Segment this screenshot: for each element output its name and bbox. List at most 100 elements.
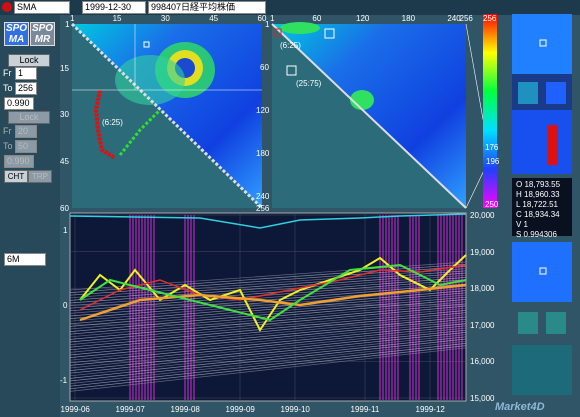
- colorbar-label: 176: [485, 143, 499, 152]
- thumb: [518, 312, 538, 334]
- top-tick-label: 60: [257, 14, 267, 23]
- thumb: [546, 82, 566, 104]
- label: MA: [8, 34, 25, 45]
- date-field[interactable]: 1999-12-30: [82, 1, 146, 14]
- thumb: [512, 110, 572, 174]
- date-label: 1999-09: [225, 405, 255, 414]
- colorbar-label: 250: [485, 200, 499, 209]
- ma-line: [69, 338, 467, 382]
- red-curve: [93, 89, 117, 160]
- ma-line: [69, 345, 467, 390]
- tab[interactable]: TRP: [28, 170, 52, 183]
- close-button[interactable]: [2, 2, 12, 12]
- thumb: [512, 345, 572, 395]
- ma-line: [69, 336, 467, 379]
- ma-line: [69, 327, 467, 369]
- ratio-input[interactable]: 0.990: [4, 97, 34, 110]
- date-label: 1999-07: [115, 405, 145, 414]
- info-line: S 0.994306: [516, 230, 557, 239]
- fr-label: Fr: [3, 126, 12, 136]
- ma-line: [69, 307, 467, 345]
- spo-ma-button[interactable]: SPO MA: [4, 22, 29, 46]
- left-tick-label: -1: [60, 376, 68, 385]
- ma-line: [69, 288, 467, 322]
- ma-line: [69, 292, 467, 327]
- top-tick-label: 240: [447, 14, 461, 23]
- left-tick-label: 60: [60, 204, 69, 213]
- colorbar-label: 196: [486, 157, 500, 166]
- ratio-input[interactable]: 0.990: [4, 155, 34, 168]
- cursor-box: [324, 28, 335, 39]
- yellow-line: [79, 254, 467, 332]
- fr-input[interactable]: 1: [15, 67, 37, 80]
- cursor-box: [273, 28, 282, 37]
- ma-line: [69, 294, 467, 330]
- ma-line: [69, 281, 467, 314]
- color-bar: [483, 14, 497, 208]
- fr-label: Fr: [3, 68, 12, 78]
- to-input[interactable]: 256: [15, 82, 37, 95]
- cyan-line: [69, 213, 467, 229]
- ma-line: [69, 316, 467, 356]
- to-input[interactable]: 50: [15, 140, 37, 153]
- heat-blob: [280, 22, 320, 34]
- info-line: O 18,793.55: [516, 180, 561, 189]
- red-line: [79, 264, 467, 311]
- ma-line: [69, 334, 467, 377]
- left-tick-label: 60: [260, 62, 269, 72]
- to-label: To: [3, 141, 13, 151]
- fr-input[interactable]: 20: [15, 125, 37, 138]
- annotation: (6:25): [280, 41, 301, 50]
- ma-line: [69, 296, 467, 332]
- spo-mr-button[interactable]: SPO MR: [30, 22, 55, 46]
- green-line: [79, 263, 467, 322]
- annotation: (6:25): [102, 118, 123, 127]
- annotation: (25:75): [296, 79, 322, 88]
- left-tick-label: 180: [256, 149, 270, 159]
- ma-line: [69, 290, 467, 325]
- brand: Market4D: [495, 401, 545, 413]
- date-label: 1999-11: [350, 405, 380, 414]
- ma-line: [69, 277, 467, 309]
- date-label: 1999-10: [280, 405, 310, 414]
- left-tick-label: 1: [65, 20, 70, 29]
- ma-line: [69, 303, 467, 340]
- left-tick-label: 256: [256, 204, 270, 213]
- tab[interactable]: CHT: [4, 170, 28, 183]
- cursor-box: [143, 41, 150, 48]
- left-tick-label: 240: [256, 192, 270, 202]
- mode-select[interactable]: SMA: [14, 1, 70, 14]
- left-tick-label: 1: [63, 226, 68, 235]
- ma-line: [69, 329, 467, 371]
- label: SPO: [5, 23, 28, 34]
- cursor-box: [286, 65, 297, 76]
- ma-line: [69, 272, 467, 304]
- right-tick-label: 19,000: [470, 247, 495, 257]
- left-tick-label: 30: [60, 110, 69, 120]
- top-tick-label: 120: [356, 14, 370, 23]
- ma-line: [69, 340, 467, 384]
- lock-button[interactable]: Lock: [8, 54, 50, 67]
- heat-blob: [350, 90, 374, 110]
- thumb-mark: [539, 267, 547, 275]
- ma-line: [69, 305, 467, 343]
- thumb: [512, 14, 572, 74]
- top-tick-label: 60: [312, 14, 322, 23]
- ma-line: [69, 325, 467, 366]
- symbol-field[interactable]: 998407日経平均株価: [148, 1, 266, 14]
- ma-line: [69, 318, 467, 358]
- period-select[interactable]: 6M: [4, 253, 46, 266]
- info-line: V 1: [516, 220, 529, 229]
- left-tick-label: 120: [256, 105, 270, 115]
- orange-line: [79, 283, 467, 322]
- date-label: 1999-06: [60, 405, 90, 414]
- top-tick-label: 256: [459, 14, 473, 23]
- thumb: [518, 82, 538, 104]
- info-line: C 18,934.34: [516, 210, 560, 219]
- right-tick-label: 18,000: [470, 284, 495, 294]
- lock-button[interactable]: Lock: [8, 111, 50, 124]
- right-tick-label: 16,000: [470, 357, 495, 367]
- right-tick-label: 15,000: [470, 394, 495, 403]
